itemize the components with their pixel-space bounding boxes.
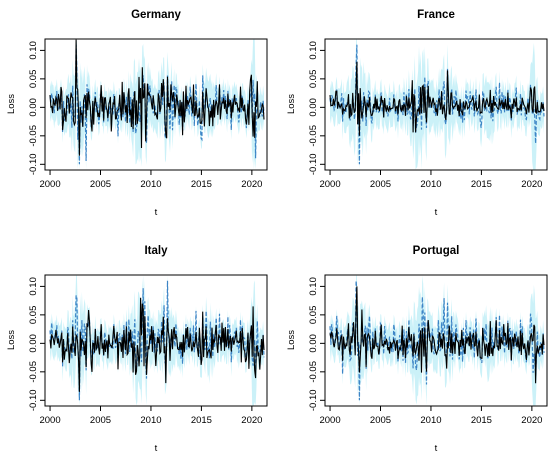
solid-layer xyxy=(49,297,265,392)
y-tick-label: 0.00 xyxy=(308,98,319,117)
y-tick-label: -0.05 xyxy=(28,361,39,383)
x-tick-label: 2015 xyxy=(191,415,212,426)
series-band xyxy=(50,39,264,170)
x-tick-label: 2015 xyxy=(471,179,492,190)
panel-france: France 2000 2005 2010 2015 2020 -0.10 -0.05 0.… xyxy=(286,9,548,218)
x-tick-label: 2005 xyxy=(90,415,111,426)
x-tick-label: 2010 xyxy=(420,179,441,190)
series-solid xyxy=(49,297,265,392)
y-axis: -0.10 -0.05 0.00 0.05 0.10 xyxy=(28,277,45,411)
y-tick-label: -0.05 xyxy=(308,125,319,147)
y-tick-label: -0.10 xyxy=(308,389,319,411)
y-axis-label: Loss xyxy=(286,330,297,350)
y-tick-label: -0.10 xyxy=(308,153,319,175)
x-axis-label: t xyxy=(155,443,158,454)
y-axis-label: Loss xyxy=(286,94,297,114)
plot-frame xyxy=(324,38,548,171)
solid-layer xyxy=(329,61,545,136)
x-axis-label: t xyxy=(435,443,438,454)
panel-title: Germany xyxy=(131,9,181,21)
series-solid xyxy=(329,61,545,136)
x-axis: 2000 2005 2010 2015 2020 xyxy=(319,170,542,190)
y-tick-label: 0.05 xyxy=(28,306,39,325)
series-solid xyxy=(49,39,265,156)
panel-portugal: Portugal 2000 2005 2010 2015 2020 -0.10 -0.05… xyxy=(286,245,548,454)
x-tick-label: 2000 xyxy=(319,415,340,426)
x-tick-label: 2010 xyxy=(140,415,161,426)
x-tick-label: 2000 xyxy=(319,179,340,190)
x-tick-label: 2005 xyxy=(370,415,391,426)
x-axis-label: t xyxy=(435,207,438,218)
x-tick-label: 2005 xyxy=(370,179,391,190)
band-layer xyxy=(50,39,264,170)
y-tick-label: 0.05 xyxy=(28,70,39,89)
panel-title: France xyxy=(417,9,455,21)
x-tick-label: 2010 xyxy=(420,415,441,426)
y-tick-label: 0.10 xyxy=(308,41,319,60)
y-axis: -0.10 -0.05 0.00 0.05 0.10 xyxy=(28,41,45,175)
y-tick-label: -0.10 xyxy=(28,153,39,175)
x-tick-label: 2000 xyxy=(39,415,60,426)
x-tick-label: 2020 xyxy=(241,179,262,190)
band-layer xyxy=(330,275,544,406)
y-tick-label: -0.10 xyxy=(28,389,39,411)
panel-title: Portugal xyxy=(413,245,460,257)
x-axis: 2000 2005 2010 2015 2020 xyxy=(319,406,542,426)
x-tick-label: 2010 xyxy=(140,179,161,190)
panel-title: Italy xyxy=(144,245,168,257)
x-tick-label: 2015 xyxy=(191,179,212,190)
solid-layer xyxy=(49,39,265,156)
y-axis-label: Loss xyxy=(6,94,17,114)
x-axis: 2000 2005 2010 2015 2020 xyxy=(39,406,262,426)
y-tick-label: 0.10 xyxy=(28,277,39,296)
y-tick-label: 0.05 xyxy=(308,70,319,89)
plot-frame xyxy=(324,274,548,407)
y-axis: -0.10 -0.05 0.00 0.05 0.10 xyxy=(308,277,325,411)
panel-italy: Italy 2000 2005 2010 2015 2020 -0.10 -0.05 0.0… xyxy=(6,245,268,454)
x-axis-label: t xyxy=(155,207,158,218)
y-tick-label: 0.00 xyxy=(28,334,39,353)
y-tick-label: 0.00 xyxy=(308,334,319,353)
x-tick-label: 2000 xyxy=(39,179,60,190)
y-tick-label: 0.10 xyxy=(308,277,319,296)
x-tick-label: 2015 xyxy=(471,415,492,426)
y-tick-label: -0.05 xyxy=(28,125,39,147)
y-axis: -0.10 -0.05 0.00 0.05 0.10 xyxy=(308,41,325,175)
y-tick-label: 0.00 xyxy=(28,98,39,117)
x-tick-label: 2005 xyxy=(90,179,111,190)
series-solid xyxy=(329,286,545,384)
plot-frame xyxy=(44,38,268,171)
x-axis: 2000 2005 2010 2015 2020 xyxy=(39,170,262,190)
panel-germany: Germany 2000 2005 2010 2015 2020 -0.10 -0.05 0… xyxy=(6,9,268,218)
series-band xyxy=(330,275,544,406)
y-axis-label: Loss xyxy=(6,330,17,350)
x-tick-label: 2020 xyxy=(241,415,262,426)
y-tick-label: -0.05 xyxy=(308,361,319,383)
solid-layer xyxy=(329,286,545,384)
plot-frame xyxy=(44,274,268,407)
y-tick-label: 0.10 xyxy=(28,41,39,60)
y-tick-label: 0.05 xyxy=(308,306,319,325)
x-tick-label: 2020 xyxy=(521,179,542,190)
x-tick-label: 2020 xyxy=(521,415,542,426)
